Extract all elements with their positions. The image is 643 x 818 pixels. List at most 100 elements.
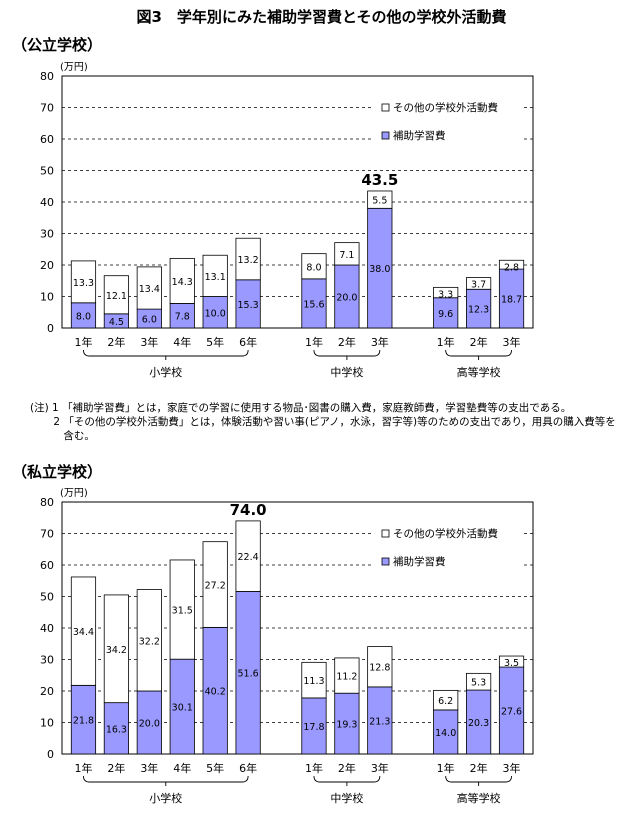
value-label-hojo: 19.3 <box>336 720 357 731</box>
section-label-private: （私立学校） <box>12 463 103 481</box>
bar-hojo <box>466 689 492 755</box>
legend-label: その他の学校外活動費 <box>393 527 498 540</box>
value-label-sonota: 5.5 <box>372 196 387 207</box>
bar-hojo <box>103 702 129 755</box>
bar-hojo <box>498 268 525 329</box>
bar-sonota <box>136 589 162 692</box>
value-label-hojo: 16.3 <box>106 724 127 735</box>
value-label-hojo: 9.6 <box>438 309 453 320</box>
bar-hojo <box>235 279 261 329</box>
bar-hojo <box>433 709 459 755</box>
x-tick-label: 2年 <box>338 761 356 775</box>
bar-sonota <box>235 237 261 281</box>
legend-swatch <box>381 131 390 140</box>
group-label: 中学校 <box>330 791 363 805</box>
value-label-sonota: 3.7 <box>471 280 486 291</box>
legend-label: その他の学校外活動費 <box>393 101 498 114</box>
bar-hojo <box>367 207 393 329</box>
y-tick-label: 50 <box>40 591 54 604</box>
value-label-sonota: 12.1 <box>106 291 127 302</box>
x-tick-label: 1年 <box>74 761 92 775</box>
x-tick-label: 1年 <box>437 761 455 775</box>
bar-hojo <box>169 658 195 755</box>
y-unit-label: (万円) <box>60 62 88 73</box>
x-tick-label: 3年 <box>371 761 389 775</box>
bar-hojo <box>433 297 459 329</box>
bar-sonota <box>103 275 129 315</box>
value-label-hojo: 27.6 <box>501 707 522 718</box>
x-tick-label: 5年 <box>206 761 224 775</box>
x-tick-label: 4年 <box>173 335 191 349</box>
value-label-sonota: 32.2 <box>139 636 160 647</box>
figure-title: 図3 学年別にみた補助学習費とその他の学校外活動費 <box>136 8 507 26</box>
value-label-sonota: 22.4 <box>238 552 259 563</box>
y-tick-label: 10 <box>40 291 54 304</box>
group-label: 高等学校 <box>457 791 501 805</box>
value-label-sonota: 11.3 <box>303 676 324 687</box>
y-tick-label: 20 <box>40 685 54 698</box>
y-tick-label: 60 <box>40 559 54 572</box>
value-label-sonota: 13.3 <box>73 278 94 289</box>
value-label-hojo: 20.3 <box>468 718 489 729</box>
x-tick-label: 2年 <box>470 761 488 775</box>
y-tick-label: 20 <box>40 259 54 272</box>
note-2-prefix: 2 <box>30 416 64 428</box>
y-unit-label: (万円) <box>60 488 88 499</box>
public-school-chart: 0 10 20 30 40 50 60 70 80 (万円) 8.0 13.3 1年 4.5 12.1 2年 6… <box>40 62 534 379</box>
legend-swatch <box>381 103 390 112</box>
value-label-hojo: 40.2 <box>205 687 226 698</box>
value-label-hojo: 20.0 <box>139 719 160 730</box>
value-label-hojo: 51.6 <box>238 669 259 680</box>
value-label-sonota: 27.2 <box>205 581 226 592</box>
x-tick-label: 1年 <box>305 761 323 775</box>
x-tick-label: 3年 <box>140 761 158 775</box>
bar-hojo <box>169 303 195 329</box>
total-annotation: 43.5 <box>361 171 398 189</box>
value-label-hojo: 14.0 <box>435 728 456 739</box>
x-tick-label: 3年 <box>140 335 158 349</box>
note-2: 2 「その他の学校外活動費」とは，体験活動や習い事(ピアノ，水泳，習字等)等のた… <box>30 415 623 443</box>
group-bracket <box>445 349 512 357</box>
value-label-hojo: 15.3 <box>238 300 259 311</box>
bar-hojo <box>334 264 360 329</box>
value-label-hojo: 20.0 <box>336 293 357 304</box>
x-tick-label: 5年 <box>206 335 224 349</box>
value-label-hojo: 21.3 <box>369 716 390 727</box>
bar-sonota <box>103 594 129 704</box>
x-tick-label: 2年 <box>338 335 356 349</box>
bar-hojo <box>70 302 97 329</box>
value-label-sonota: 8.0 <box>306 262 321 273</box>
value-label-sonota: 3.3 <box>438 289 453 300</box>
x-tick-label: 3年 <box>503 761 521 775</box>
x-tick-label: 2年 <box>107 335 125 349</box>
value-label-hojo: 4.5 <box>109 317 124 328</box>
y-tick-label: 40 <box>40 622 54 635</box>
bar-sonota <box>70 260 97 304</box>
bar-sonota <box>498 655 525 668</box>
value-label-sonota: 3.5 <box>504 658 519 669</box>
x-tick-label: 1年 <box>74 335 92 349</box>
bar-sonota <box>235 520 261 592</box>
x-tick-label: 1年 <box>305 335 323 349</box>
bar-hojo <box>466 288 492 329</box>
x-tick-label: 3年 <box>503 335 521 349</box>
value-label-sonota: 12.8 <box>369 663 390 674</box>
y-tick-label: 10 <box>40 717 54 730</box>
private-school-chart: 0 10 20 30 40 50 60 70 80 (万円) 21.8 34.4 1年 16.3 34.2 2… <box>40 488 534 805</box>
legend-box <box>374 100 524 156</box>
value-label-sonota: 13.1 <box>205 272 226 283</box>
group-label: 小学校 <box>149 791 182 805</box>
x-tick-label: 2年 <box>107 761 125 775</box>
value-label-sonota: 13.4 <box>139 284 160 295</box>
bar-sonota <box>334 242 360 266</box>
value-label-hojo: 38.0 <box>369 264 390 275</box>
y-tick-label: 50 <box>40 165 54 178</box>
value-label-sonota: 14.3 <box>172 277 193 288</box>
y-tick-label: 60 <box>40 133 54 146</box>
bar-sonota <box>498 259 525 270</box>
bar-sonota <box>169 257 195 304</box>
bar-hojo <box>235 591 261 755</box>
bar-sonota <box>433 689 459 711</box>
value-label-sonota: 6.2 <box>438 696 453 707</box>
